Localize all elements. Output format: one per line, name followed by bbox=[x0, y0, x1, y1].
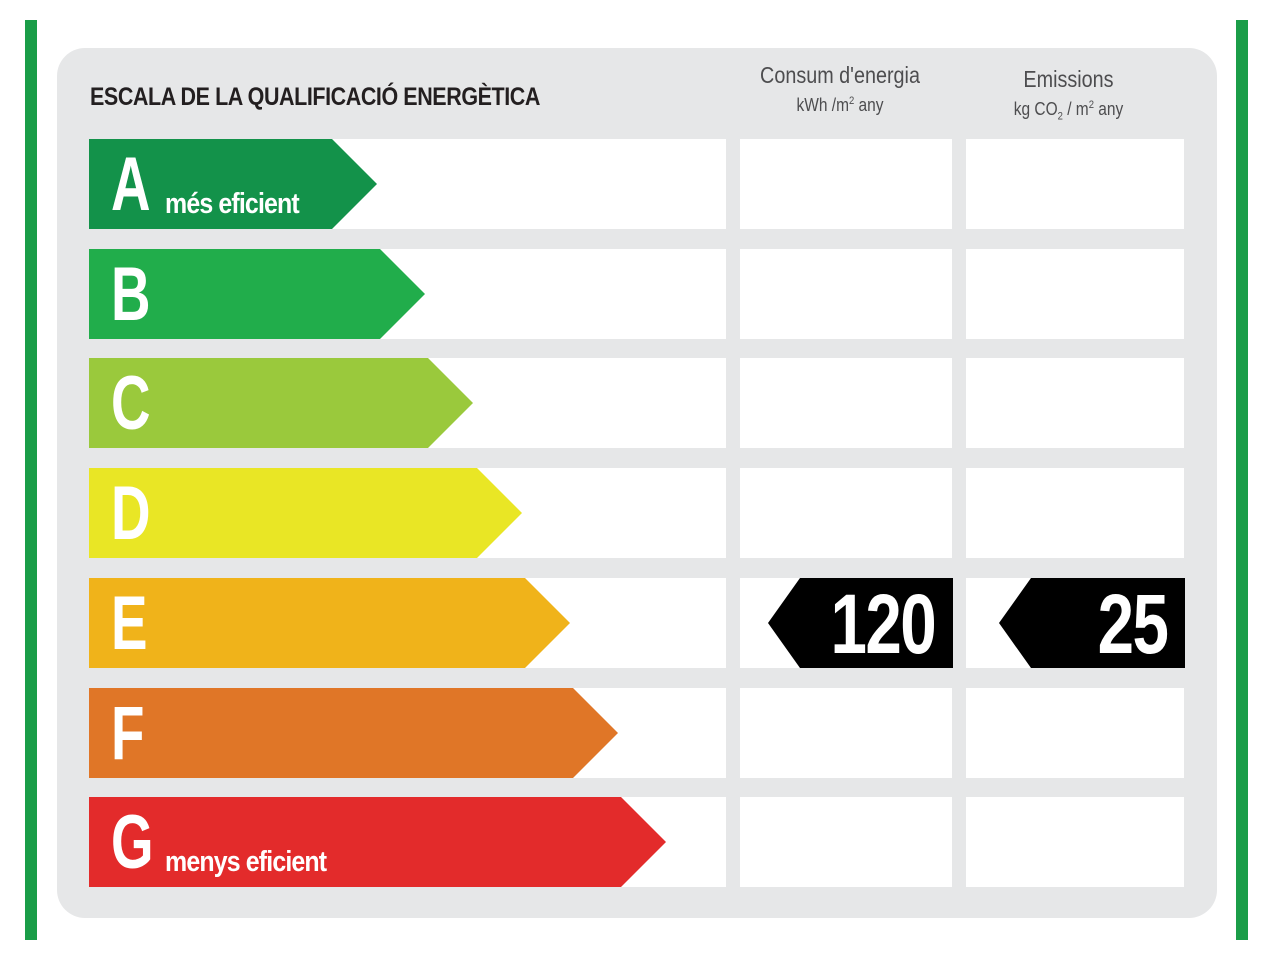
grade-arrow-e: E bbox=[89, 578, 570, 668]
emissions-cell-f bbox=[966, 688, 1184, 778]
grade-letter: D bbox=[111, 471, 151, 556]
grade-letter: G bbox=[111, 800, 154, 885]
energy-cell-g bbox=[740, 797, 952, 887]
grade-sublabel: més eficient bbox=[165, 188, 299, 220]
grade-letter: C bbox=[111, 361, 151, 446]
energy-column-header: Consum d'energia kWh /m2 any bbox=[740, 62, 940, 116]
grade-letter: E bbox=[111, 581, 148, 666]
emissions-cell-b bbox=[966, 249, 1184, 339]
energy-column-unit: kWh /m2 any bbox=[796, 95, 884, 115]
emissions-column-label: Emissions bbox=[1023, 66, 1114, 92]
energy-cell-a bbox=[740, 139, 952, 229]
grade-letter: F bbox=[111, 691, 145, 776]
emissions-column-unit: kg CO2 / m2 any bbox=[1013, 99, 1124, 123]
grade-arrow-b: B bbox=[89, 249, 425, 339]
energy-value: 120 bbox=[830, 577, 936, 671]
right-frame-bar bbox=[1236, 20, 1248, 940]
left-frame-bar bbox=[25, 20, 37, 940]
emissions-value: 25 bbox=[1097, 577, 1168, 671]
emissions-value-tag: 25 bbox=[999, 578, 1185, 668]
grade-arrow-d: D bbox=[89, 468, 522, 558]
emissions-cell-a bbox=[966, 139, 1184, 229]
emissions-cell-g bbox=[966, 797, 1184, 887]
energy-cell-c bbox=[740, 358, 952, 448]
grade-sublabel: menys eficient bbox=[165, 846, 327, 878]
grade-arrow-c: C bbox=[89, 358, 473, 448]
energy-column-label: Consum d'energia bbox=[760, 62, 920, 88]
grade-letter: B bbox=[111, 252, 151, 337]
energy-cell-d bbox=[740, 468, 952, 558]
energy-value-tag: 120 bbox=[768, 578, 953, 668]
page-title: ESCALA DE LA QUALIFICACIÓ ENERGÈTICA bbox=[90, 83, 540, 111]
energy-cell-f bbox=[740, 688, 952, 778]
grade-letter: A bbox=[111, 142, 151, 227]
emissions-cell-d bbox=[966, 468, 1184, 558]
energy-cell-b bbox=[740, 249, 952, 339]
emissions-column-header: Emissions kg CO2 / m2 any bbox=[966, 66, 1171, 123]
emissions-cell-c bbox=[966, 358, 1184, 448]
grade-arrow-f: F bbox=[89, 688, 618, 778]
